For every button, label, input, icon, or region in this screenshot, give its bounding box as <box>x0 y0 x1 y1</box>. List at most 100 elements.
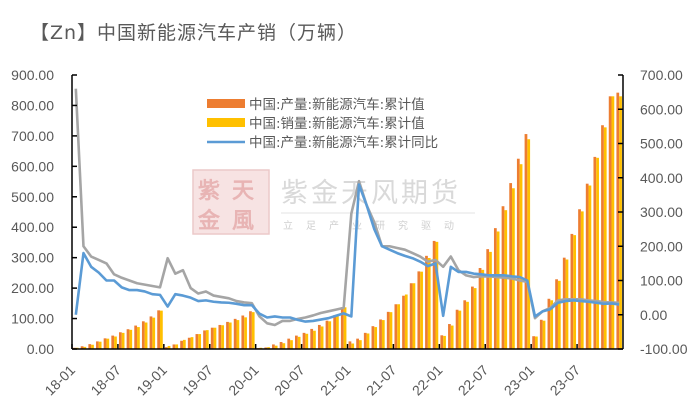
left-tick-label: 300.00 <box>11 250 54 266</box>
production-bar <box>432 240 436 349</box>
x-tick-label: 22-01 <box>409 362 446 399</box>
production-bar <box>325 320 329 349</box>
left-tick-label: 600.00 <box>11 158 54 174</box>
sales-bar <box>611 96 615 349</box>
production-bar <box>539 319 543 349</box>
sales-bar <box>573 235 577 349</box>
production-bar <box>287 338 291 349</box>
production-bar <box>493 228 497 349</box>
sales-bar <box>550 300 554 349</box>
left-tick-label: 0.00 <box>27 341 54 357</box>
sales-bar <box>481 269 485 349</box>
production-bar <box>478 268 482 349</box>
sales-bar <box>496 231 500 349</box>
sales-bar <box>580 211 584 349</box>
production-bar <box>562 257 566 349</box>
sales-bar <box>267 347 270 349</box>
production-bar <box>471 286 474 349</box>
right-tick-label: 700.00 <box>640 67 683 83</box>
watermark: 紫天金 風 紫金天风期货立足产业研究驱动 <box>192 169 475 235</box>
bar-series <box>73 92 622 349</box>
sales-bar <box>167 345 171 349</box>
sales-bar <box>450 325 454 349</box>
production-bar <box>463 300 467 349</box>
x-tick-label: 19-01 <box>133 362 170 399</box>
production-bar <box>417 271 421 349</box>
sales-bar <box>129 329 133 349</box>
production-bar <box>302 332 306 349</box>
production-bar <box>386 311 390 349</box>
left-tick-label: 900.00 <box>11 67 54 83</box>
sales-bar <box>489 251 492 349</box>
sales-bar <box>504 210 508 349</box>
sales-bar <box>534 336 538 349</box>
right-tick-label: 600.00 <box>640 101 683 117</box>
production-bar <box>141 321 145 349</box>
production-bar <box>249 311 252 349</box>
production-bar <box>448 324 451 349</box>
watermark-seal <box>192 169 270 235</box>
sales-bar <box>427 257 431 349</box>
sales-bar <box>297 336 301 349</box>
sales-bar <box>274 345 278 349</box>
x-tick-label: 21-01 <box>317 362 354 399</box>
sales-bar <box>282 343 286 349</box>
production-bar <box>532 336 535 349</box>
production-bar <box>187 337 191 349</box>
sales-bar <box>557 280 561 349</box>
production-yoy-line <box>74 183 620 323</box>
sales-bar <box>351 343 355 349</box>
left-tick-label: 100.00 <box>11 311 54 327</box>
right-tick-label: 500.00 <box>640 136 683 152</box>
production-bar <box>585 183 589 349</box>
sales-bar <box>366 333 370 349</box>
sales-bar <box>83 346 87 349</box>
x-tick-label: 18-07 <box>87 362 124 399</box>
sales-bar <box>328 321 332 349</box>
sales-bar <box>596 157 599 349</box>
sales-bar <box>313 330 316 349</box>
left-tick-label: 500.00 <box>11 189 54 205</box>
sales-bar <box>336 314 339 349</box>
production-bar <box>126 329 130 349</box>
production-bar <box>524 134 528 349</box>
production-bar <box>103 338 107 349</box>
production-bar <box>111 335 115 349</box>
sales-bar <box>443 335 446 349</box>
chart-title: 【Zn】中国新能源汽车产销（万辆） <box>30 22 358 44</box>
x-tick-label: 23-07 <box>547 362 584 399</box>
sales-bar <box>251 312 255 349</box>
production-bar <box>233 318 237 349</box>
production-bar <box>394 304 398 349</box>
production-bar <box>425 255 428 349</box>
production-bar <box>547 298 551 349</box>
production-bar <box>118 332 122 349</box>
production-bar <box>96 341 99 349</box>
right-tick-label: 100.00 <box>640 273 683 289</box>
production-bar <box>218 324 222 349</box>
production-bar <box>371 326 375 349</box>
sales-bar <box>466 301 469 349</box>
sales-bar <box>412 283 416 349</box>
sales-bar <box>519 164 523 349</box>
x-tick-label: 20-07 <box>271 362 308 399</box>
production-bar <box>455 309 459 349</box>
production-bar <box>180 340 183 349</box>
production-bar <box>616 92 620 349</box>
sales-bar <box>228 322 232 349</box>
x-tick-label: 22-07 <box>455 362 492 399</box>
sales-bar <box>603 127 607 349</box>
sales-bar <box>205 330 209 349</box>
sales-bar <box>152 317 156 349</box>
sales-bar <box>435 241 439 349</box>
production-bar <box>157 310 160 349</box>
production-bar <box>333 315 337 349</box>
legend-label: 中国:销量:新能源汽车:累计值 <box>249 115 425 132</box>
right-tick-label: 400.00 <box>640 170 683 186</box>
sales-bar <box>175 344 179 349</box>
sales-bar <box>160 310 163 349</box>
production-bar <box>440 335 444 349</box>
sales-bar <box>221 325 224 349</box>
production-bar <box>172 344 176 349</box>
production-bar <box>310 328 314 349</box>
